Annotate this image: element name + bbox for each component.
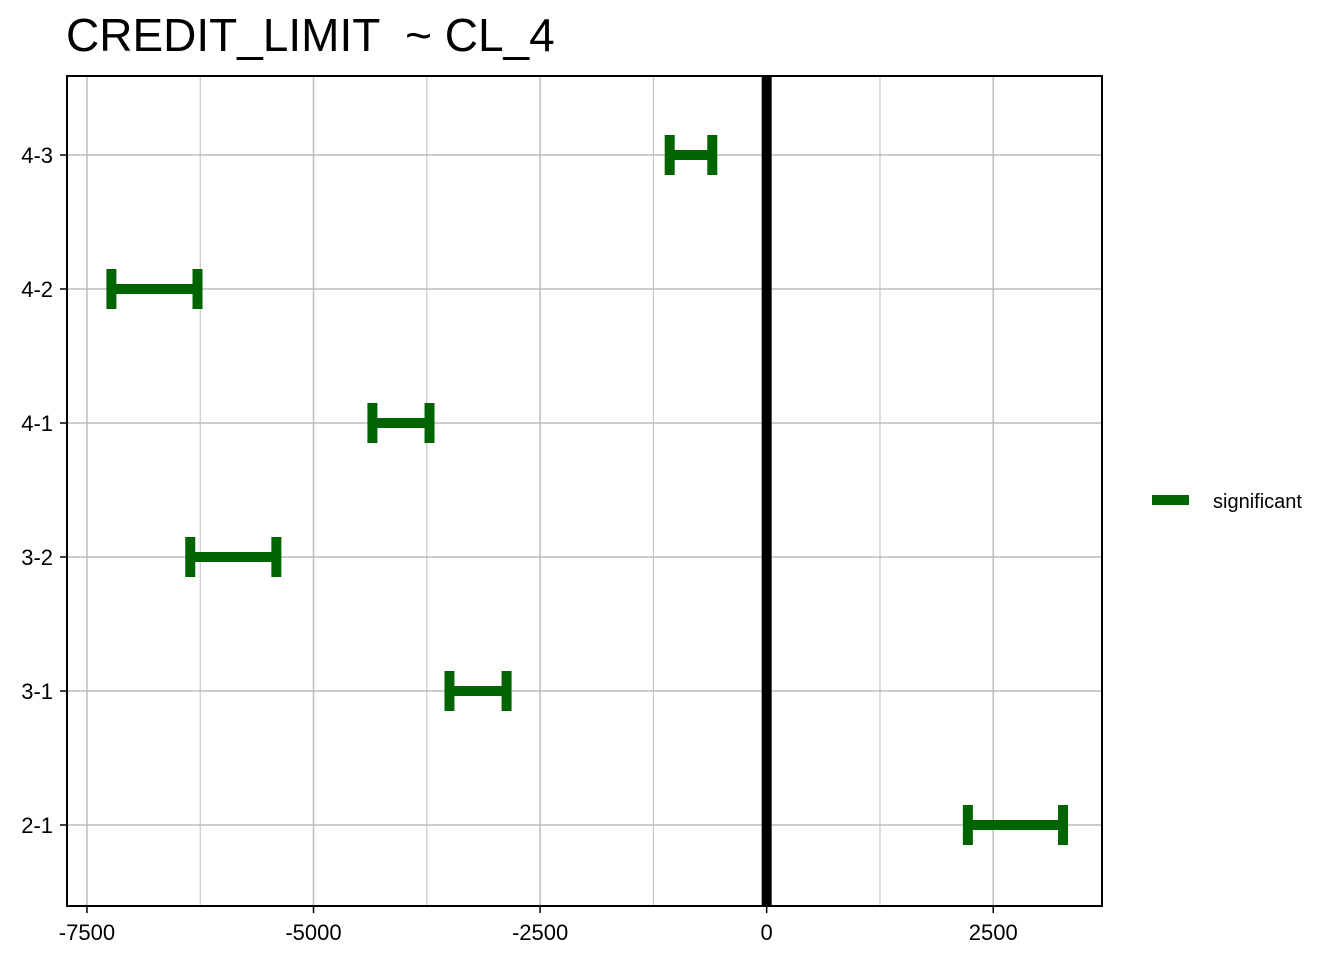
errorbar-2-1 (962, 805, 1069, 845)
errorbar-4-1 (367, 403, 435, 443)
legend-label: significant (1213, 491, 1302, 513)
interval-layer (106, 135, 1069, 845)
x-tick-label: -7500 (59, 920, 115, 945)
x-tick-label: 2500 (969, 920, 1018, 945)
axis-layer: -7500 -5000 -2500 0 2500 4-3 4-2 4-1 3-2 3-1 2-1 (21, 143, 1018, 945)
y-tick-label: 2-1 (21, 813, 53, 838)
y-tick-label: 4-3 (21, 143, 53, 168)
errorbar-4-2 (106, 269, 203, 309)
errorbar-3-2 (185, 537, 282, 577)
chart-title: CREDIT_LIMIT ~ CL_4 (66, 9, 555, 61)
plot-panel-border (66, 75, 1103, 907)
y-tick-label: 4-1 (21, 411, 53, 436)
x-tick-label: 0 (761, 920, 773, 945)
y-tick-label: 3-2 (21, 545, 53, 570)
legend: significant (1152, 491, 1302, 513)
x-tick-label: -2500 (512, 920, 568, 945)
x-tick-label: -5000 (285, 920, 341, 945)
y-tick-label: 3-1 (21, 679, 53, 704)
y-tick-label: 4-2 (21, 277, 53, 302)
grid-layer (67, 76, 1102, 906)
errorbar-4-3 (664, 135, 718, 175)
errorbar-3-1 (444, 671, 512, 711)
